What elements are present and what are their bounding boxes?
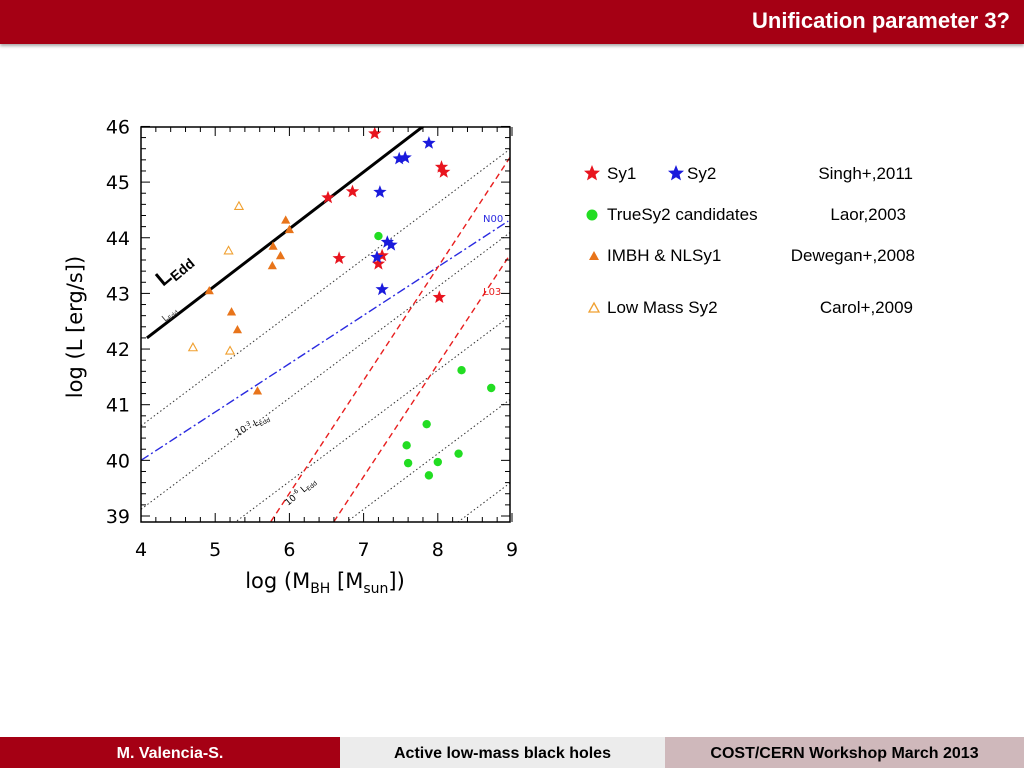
legend-sy2: Sy2: [687, 164, 717, 183]
l03-line-b: [333, 253, 510, 522]
legend-ref-laor: Laor,2003: [830, 205, 906, 224]
footer-talk-title: Active low-mass black holes: [340, 737, 665, 768]
x-axis-title: log (MBH [Msun]): [245, 569, 405, 597]
truesy2-candidates-point-6: [403, 458, 413, 468]
sy2-point-6: [384, 238, 398, 251]
l03-line-a: [270, 156, 510, 522]
open-triangle-icon: [587, 301, 601, 313]
legend-imbh: IMBH & NLSy1: [607, 246, 722, 265]
sy1-point-7: [375, 248, 389, 262]
reference-lines: [141, 127, 510, 522]
eddington-ratio-line-4: [345, 398, 510, 522]
ledd-label: LEdd: [151, 248, 197, 292]
imbh-nlsy1-point-2: [226, 307, 237, 316]
x-tick-label: 4: [135, 539, 147, 561]
truesy2-candidates-point-9: [424, 471, 434, 480]
x-tick-label: 7: [358, 539, 370, 561]
y-tick-label: 41: [106, 395, 130, 417]
sy2-point-4: [373, 185, 387, 198]
y-tick-label: 44: [106, 228, 130, 250]
imbh-nlsy1-point-9: [252, 386, 263, 395]
legend-row-laor: TrueSy2 candidates Laor,2003: [583, 203, 923, 227]
sy2-point-7: [370, 250, 384, 263]
legend-row-dewegan: IMBH & NLSy1 Dewegan+,2008: [583, 244, 923, 268]
x-tick-label: 8: [432, 539, 444, 561]
imbh-nlsy1-point-5: [275, 250, 286, 260]
sy1-point-8: [371, 256, 386, 270]
circle-icon: [586, 209, 598, 221]
l03-label: L03: [483, 287, 501, 298]
svg-text:log (MBH [Msun]): log (MBH [Msun]): [245, 569, 405, 597]
truesy2-candidates-point-3: [487, 383, 496, 393]
footer-author: M. Valencia-S.: [0, 737, 340, 768]
truesy2-candidates-point-2: [457, 365, 466, 375]
low-mass-sy2-point-1: [187, 342, 199, 352]
imbh-nlsy1-point-6: [268, 241, 278, 250]
x-tick-label: 5: [209, 539, 221, 561]
legend-ref-singh: Singh+,2011: [818, 164, 913, 183]
sy2-point-2: [392, 151, 406, 165]
truesy2-candidates-point-5: [402, 441, 411, 450]
sy1-point-9: [432, 290, 446, 303]
x-tick-label: 9: [506, 539, 518, 561]
legend-ref-carol: Carol+,2009: [819, 298, 913, 317]
truesy2-candidates-point-7: [433, 457, 442, 467]
y-tick-label: 39: [106, 506, 130, 528]
title-bar: Unification parameter 3?: [0, 0, 1024, 44]
truesy2-candidates-point-1: [374, 231, 383, 241]
imbh-nlsy1-point-7: [281, 215, 291, 224]
eddington-ratio-line-2: [141, 231, 510, 510]
legend-row-carol: Low Mass Sy2 Carol+,2009: [583, 296, 923, 320]
legend-lowmass: Low Mass Sy2: [607, 298, 718, 317]
sy1-point-4: [434, 160, 449, 173]
plot-frame: [140, 126, 511, 523]
footer-event: COST/CERN Workshop March 2013: [665, 737, 1024, 768]
truesy2-candidates-point-4: [422, 419, 431, 429]
ledd-6-label: 10-6LEdd: [282, 475, 319, 509]
eddington-ratio-line-1: [141, 148, 510, 427]
truesy2-candidates-point-8: [454, 449, 463, 458]
y-tick-label: 46: [106, 116, 130, 138]
low-mass-sy2-point-4: [233, 200, 245, 210]
n00-label: N00: [483, 214, 503, 225]
sy2-point-5: [380, 235, 394, 248]
imbh-nlsy1-point-4: [267, 260, 277, 270]
imbh-nlsy1-point-8: [284, 224, 294, 234]
star-icon: [584, 165, 600, 181]
sy1-point-5: [437, 165, 451, 178]
svg-text:log (L [erg/s]): log (L [erg/s]): [63, 256, 87, 398]
y-tick-label: 43: [106, 283, 130, 305]
legend-truesy2: TrueSy2 candidates: [607, 205, 758, 224]
legend-row-singh: Sy1 Sy2 Singh+,2011: [583, 162, 923, 186]
y-tick-label: 45: [106, 172, 130, 194]
sy1-point-1: [368, 127, 382, 140]
x-tick-label: 6: [283, 539, 295, 561]
y-tick-label: 40: [106, 450, 130, 472]
slide-title: Unification parameter 3?: [752, 8, 1010, 33]
ledd-3-label: 10-3LEdd: [233, 411, 272, 439]
sy2-point-8: [375, 282, 389, 296]
sy2-point-1: [422, 136, 436, 149]
legend-sy1: Sy1: [607, 164, 637, 183]
sy1-point-2: [321, 190, 335, 204]
low-mass-sy2-point-3: [223, 245, 234, 255]
ledd-small-label: LEdd: [161, 306, 181, 325]
filled-triangle-icon: [589, 251, 599, 260]
sy1-point-3: [345, 184, 360, 198]
footer: M. Valencia-S. Active low-mass black hol…: [0, 737, 1024, 768]
sy2-point-3: [398, 150, 412, 164]
legend-ref-dewegan: Dewegan+,2008: [790, 246, 915, 265]
data-points: [187, 127, 496, 480]
low-mass-sy2-point-2: [224, 345, 236, 355]
star-icon: [668, 165, 684, 181]
n00-line: [141, 220, 509, 461]
imbh-nlsy1-point-1: [204, 286, 214, 295]
y-axis-title: log (L [erg/s]): [63, 256, 87, 398]
imbh-nlsy1-point-3: [232, 324, 243, 334]
y-tick-label: 42: [106, 339, 130, 361]
sy1-point-6: [332, 251, 346, 264]
